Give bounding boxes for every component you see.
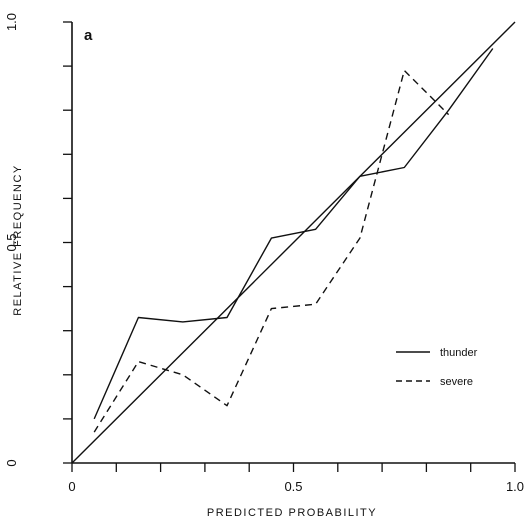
x-axis-title: PREDICTED PROBABILITY (207, 507, 377, 519)
x-tick-label: 0 (68, 479, 75, 494)
perfect-reliability-line (71, 21, 516, 464)
legend: thunder severe (396, 347, 478, 388)
axes: 0 0.5 1.0 0 0.5 1.0 (4, 13, 524, 494)
y-tick-label: 0.5 (4, 233, 19, 251)
panel-label: a (84, 27, 93, 44)
series-thunder-line (93, 48, 494, 420)
y-tick-label: 1.0 (4, 13, 19, 31)
x-tick-label: 1.0 (506, 479, 524, 494)
legend-thunder-label: thunder (440, 347, 478, 359)
series-group (93, 48, 494, 433)
y-axis-title: RELATIVE FREQUENCY (12, 164, 24, 316)
y-tick-label: 0 (4, 459, 19, 466)
x-tick-label: 0.5 (284, 479, 302, 494)
reference-line-group (71, 21, 516, 464)
legend-severe-label: severe (440, 376, 473, 388)
series-severe-line (93, 69, 450, 433)
